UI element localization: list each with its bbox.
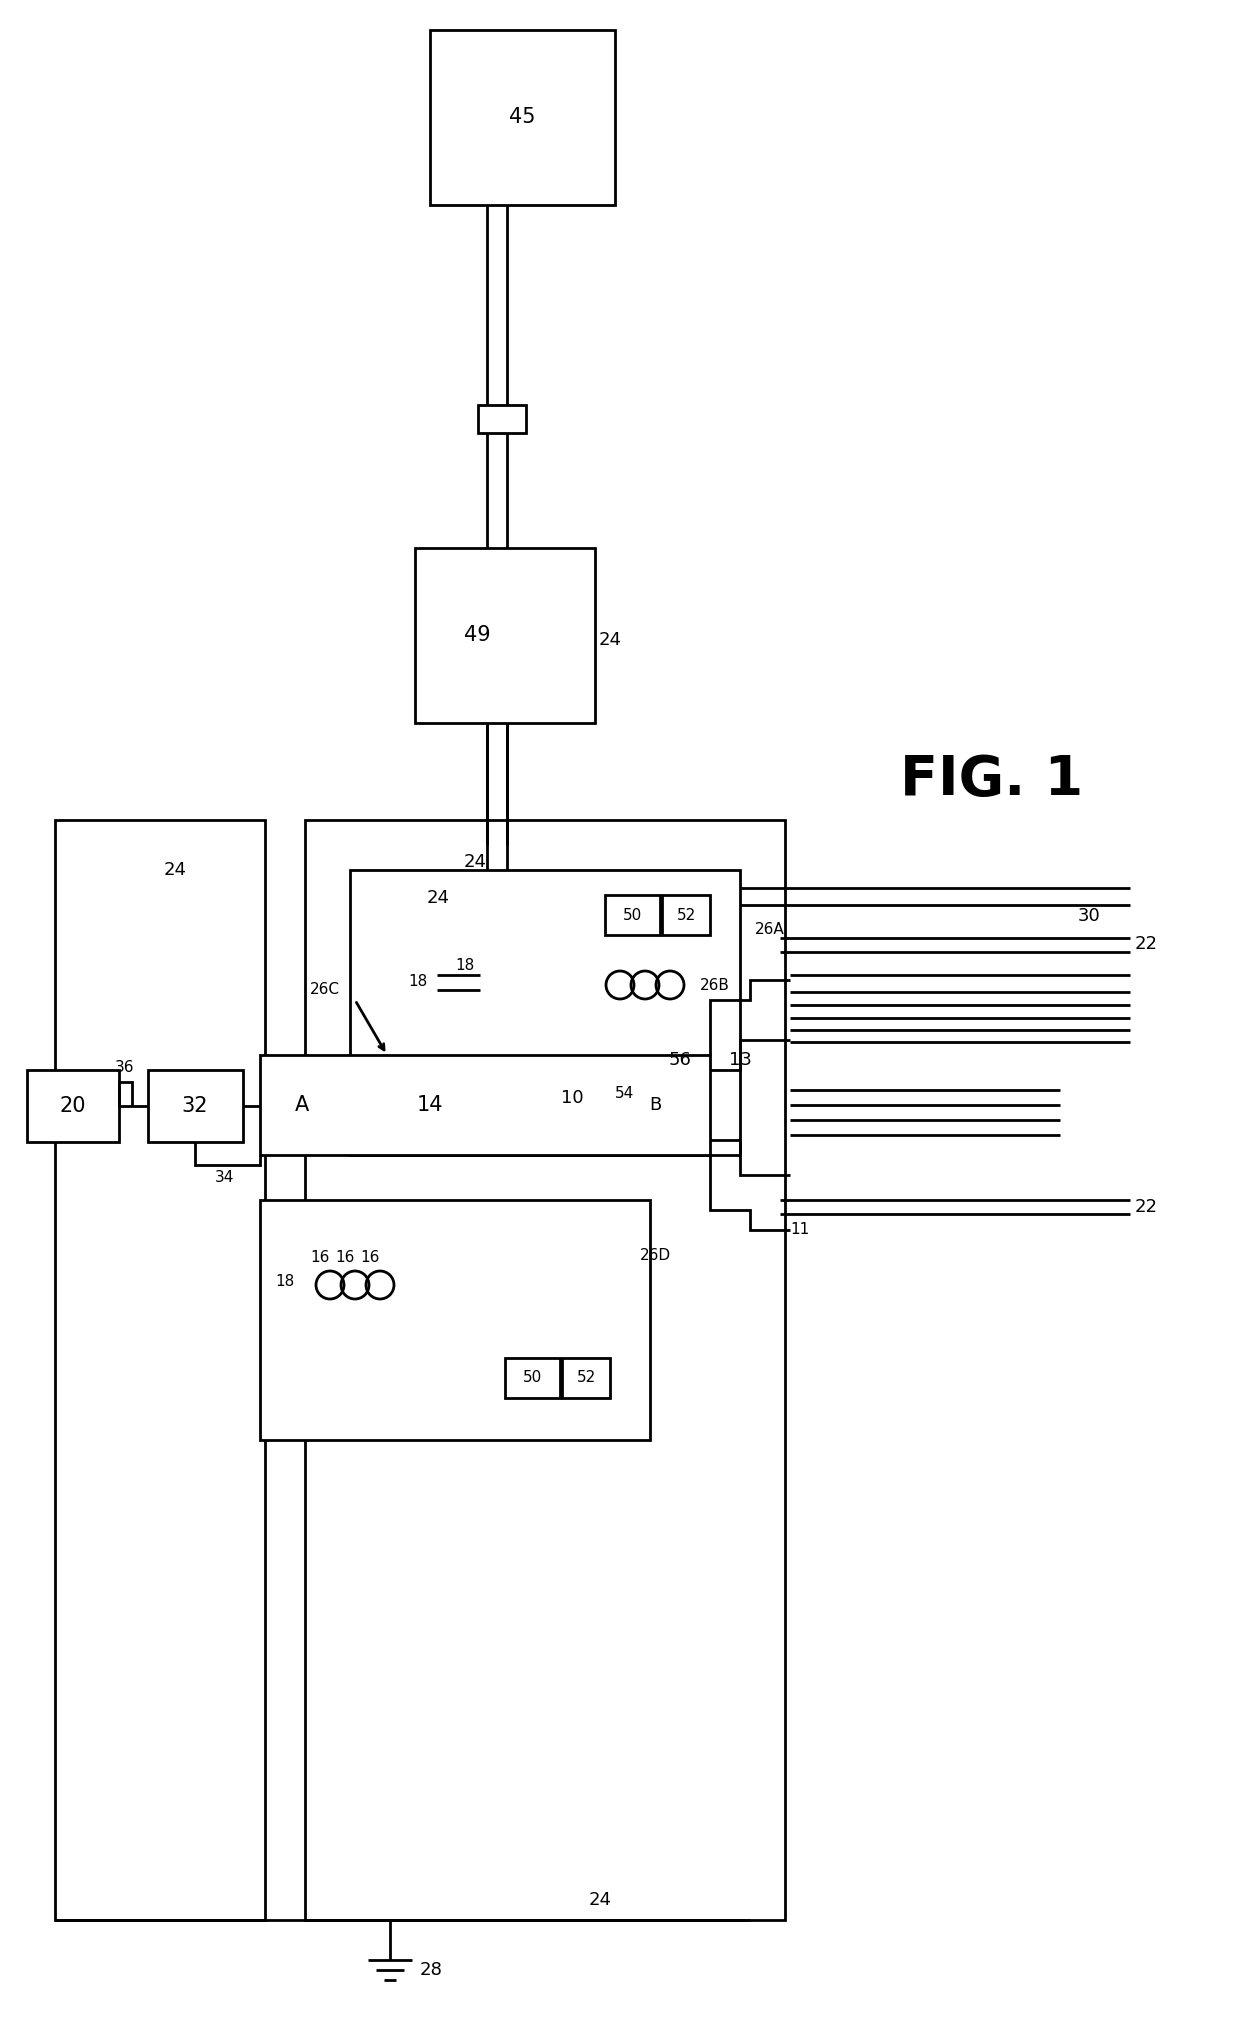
Bar xyxy=(148,1070,243,1142)
Text: 50: 50 xyxy=(622,908,641,922)
Text: 30: 30 xyxy=(1078,906,1100,924)
Text: 16: 16 xyxy=(335,1251,355,1265)
Text: 14: 14 xyxy=(417,1096,443,1116)
Text: 52: 52 xyxy=(577,1370,595,1386)
Text: 26A: 26A xyxy=(755,922,785,938)
Text: 26B: 26B xyxy=(701,977,730,993)
Text: 20: 20 xyxy=(60,1096,87,1116)
Bar xyxy=(305,819,785,1919)
Text: 50: 50 xyxy=(522,1370,542,1386)
Text: 11: 11 xyxy=(790,1223,810,1237)
Text: 52: 52 xyxy=(676,908,696,922)
Text: 24: 24 xyxy=(164,862,186,880)
Text: 10: 10 xyxy=(560,1090,583,1108)
Bar xyxy=(477,406,526,434)
Bar xyxy=(430,30,615,206)
Text: 36: 36 xyxy=(115,1061,135,1076)
Bar xyxy=(562,1358,610,1398)
Text: 16: 16 xyxy=(310,1251,330,1265)
Text: 18: 18 xyxy=(455,957,475,973)
Text: 24: 24 xyxy=(427,890,449,906)
Text: 56: 56 xyxy=(668,1051,692,1070)
Text: 49: 49 xyxy=(464,626,490,646)
Text: 32: 32 xyxy=(182,1096,208,1116)
Text: 22: 22 xyxy=(1135,934,1158,952)
Bar xyxy=(662,896,711,934)
Text: 28: 28 xyxy=(420,1961,443,1980)
Text: 18: 18 xyxy=(275,1275,295,1290)
Text: 34: 34 xyxy=(216,1170,234,1185)
Text: B: B xyxy=(649,1096,661,1114)
Text: 18: 18 xyxy=(409,975,428,989)
Text: 26C: 26C xyxy=(310,983,340,997)
Text: 13: 13 xyxy=(729,1051,751,1070)
Text: 26D: 26D xyxy=(640,1247,671,1263)
Text: 16: 16 xyxy=(361,1251,379,1265)
Text: 24: 24 xyxy=(599,632,621,650)
Bar xyxy=(415,549,595,722)
Text: 54: 54 xyxy=(615,1086,635,1100)
Bar xyxy=(505,1358,560,1398)
Bar xyxy=(260,1201,650,1441)
Text: 24: 24 xyxy=(464,854,486,872)
Bar xyxy=(260,1055,711,1154)
Bar xyxy=(605,896,660,934)
Text: 22: 22 xyxy=(1135,1199,1158,1217)
Bar xyxy=(350,870,740,1154)
Text: A: A xyxy=(295,1096,309,1116)
Text: 24: 24 xyxy=(589,1891,611,1909)
Bar xyxy=(55,819,265,1919)
Text: 45: 45 xyxy=(508,107,536,127)
Bar xyxy=(27,1070,119,1142)
Text: FIG. 1: FIG. 1 xyxy=(900,753,1084,807)
